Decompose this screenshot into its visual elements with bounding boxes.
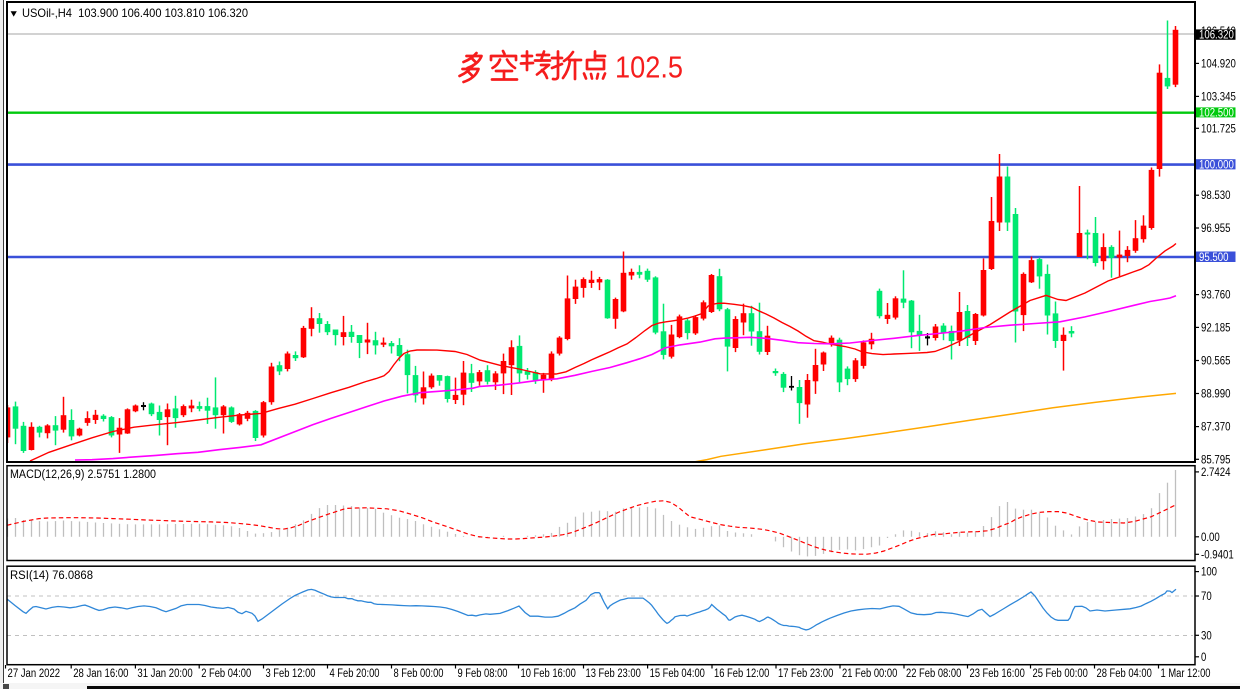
svg-text:28 Jan 16:00: 28 Jan 16:00 xyxy=(73,668,128,680)
svg-text:31 Jan 20:00: 31 Jan 20:00 xyxy=(137,668,192,680)
svg-text:103.345: 103.345 xyxy=(1201,91,1236,103)
svg-text:0.00: 0.00 xyxy=(1201,532,1220,544)
svg-text:17 Feb 23:00: 17 Feb 23:00 xyxy=(778,668,833,680)
svg-text:85.795: 85.795 xyxy=(1201,454,1231,466)
svg-text:10 Feb 16:00: 10 Feb 16:00 xyxy=(521,668,576,680)
svg-text:104.920: 104.920 xyxy=(1201,58,1236,70)
svg-text:MACD(12,26,9) 2.5751 1.2800: MACD(12,26,9) 2.5751 1.2800 xyxy=(10,469,156,481)
svg-text:0: 0 xyxy=(1201,652,1206,664)
svg-text:95.500: 95.500 xyxy=(1199,252,1229,264)
svg-text:-0.9401: -0.9401 xyxy=(1201,549,1234,561)
svg-text:102.500: 102.500 xyxy=(1199,107,1234,119)
svg-text:30: 30 xyxy=(1201,630,1212,642)
svg-text:22 Feb 08:00: 22 Feb 08:00 xyxy=(906,668,961,680)
svg-text:RSI(14) 76.0868: RSI(14) 76.0868 xyxy=(10,570,93,582)
svg-text:98.530: 98.530 xyxy=(1201,190,1231,202)
svg-text:23 Feb 16:00: 23 Feb 16:00 xyxy=(970,668,1025,680)
svg-text:2.7424: 2.7424 xyxy=(1201,467,1231,479)
svg-text:100: 100 xyxy=(1201,567,1217,579)
svg-text:100.000: 100.000 xyxy=(1199,159,1234,171)
svg-text:4 Feb 20:00: 4 Feb 20:00 xyxy=(330,668,380,680)
svg-text:92.185: 92.185 xyxy=(1201,322,1231,334)
svg-text:106.320: 106.320 xyxy=(1199,30,1234,42)
svg-text:28 Feb 04:00: 28 Feb 04:00 xyxy=(1097,668,1152,680)
svg-text:1 Mar 12:00: 1 Mar 12:00 xyxy=(1161,668,1211,680)
svg-text:102.5: 102.5 xyxy=(615,50,683,85)
svg-text:2 Feb 04:00: 2 Feb 04:00 xyxy=(201,668,251,680)
svg-text:USOil-,H4 103.900 106.400 103: USOil-,H4 103.900 106.400 103.810 106.32… xyxy=(22,6,248,20)
svg-text:13 Feb 23:00: 13 Feb 23:00 xyxy=(586,668,641,680)
svg-text:87.370: 87.370 xyxy=(1201,422,1231,434)
svg-text:93.760: 93.760 xyxy=(1201,290,1231,302)
svg-text:25 Feb 00:00: 25 Feb 00:00 xyxy=(1033,668,1088,680)
svg-text:21 Feb 00:00: 21 Feb 00:00 xyxy=(842,668,897,680)
svg-text:8 Feb 00:00: 8 Feb 00:00 xyxy=(394,668,444,680)
svg-text:70: 70 xyxy=(1201,591,1212,603)
svg-text:88.990: 88.990 xyxy=(1201,389,1231,401)
svg-text:27 Jan 2022: 27 Jan 2022 xyxy=(8,668,61,680)
svg-text:3 Feb 12:00: 3 Feb 12:00 xyxy=(266,668,316,680)
svg-text:16 Feb 12:00: 16 Feb 12:00 xyxy=(714,668,769,680)
svg-text:96.955: 96.955 xyxy=(1201,223,1231,235)
svg-text:101.725: 101.725 xyxy=(1201,123,1236,135)
svg-text:9 Feb 08:00: 9 Feb 08:00 xyxy=(458,668,508,680)
svg-text:90.565: 90.565 xyxy=(1201,356,1231,368)
svg-text:15 Feb 04:00: 15 Feb 04:00 xyxy=(650,668,705,680)
